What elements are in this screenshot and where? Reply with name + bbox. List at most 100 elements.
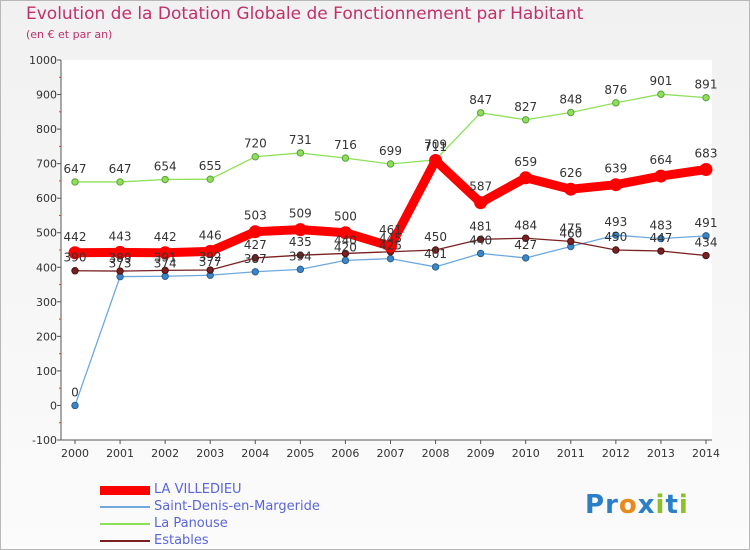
data-label: 442 bbox=[64, 230, 87, 244]
y-tick-label: 0 bbox=[50, 399, 57, 412]
data-point bbox=[341, 256, 350, 265]
data-label: 493 bbox=[604, 215, 627, 229]
data-label: 626 bbox=[559, 166, 582, 180]
data-label: 891 bbox=[695, 78, 718, 92]
x-tick-label: 2005 bbox=[286, 447, 314, 460]
data-label: 901 bbox=[649, 74, 672, 88]
data-point bbox=[251, 153, 259, 161]
y-tick-label: 1000 bbox=[29, 54, 57, 67]
chart-title: Evolution de la Dotation Globale de Fonc… bbox=[26, 4, 584, 24]
data-point bbox=[116, 178, 124, 186]
data-label: 509 bbox=[289, 207, 312, 221]
data-point bbox=[612, 246, 620, 254]
data-point bbox=[296, 251, 305, 259]
data-label: 639 bbox=[604, 162, 627, 176]
legend-label: La Panouse bbox=[154, 516, 228, 531]
logo-letter: i bbox=[678, 490, 689, 520]
legend-swatch bbox=[100, 506, 150, 508]
data-label: 427 bbox=[244, 238, 267, 252]
data-label: 709 bbox=[424, 138, 447, 152]
data-label: 389 bbox=[109, 251, 132, 265]
data-label: 0 bbox=[71, 385, 79, 399]
data-label: 654 bbox=[154, 160, 177, 174]
data-label: 647 bbox=[109, 162, 132, 176]
x-tick-label: 2004 bbox=[241, 447, 269, 460]
data-point bbox=[429, 154, 443, 168]
data-point bbox=[384, 239, 397, 253]
data-point bbox=[699, 163, 713, 177]
data-label: 445 bbox=[379, 232, 402, 246]
data-label: 720 bbox=[244, 137, 267, 151]
data-point bbox=[386, 160, 395, 168]
data-point bbox=[522, 116, 530, 124]
data-label: 450 bbox=[424, 230, 447, 244]
data-label: 374 bbox=[154, 256, 177, 270]
legend-swatch bbox=[100, 485, 150, 495]
data-point bbox=[248, 225, 262, 239]
legend-label: Saint-Denis-en-Margeride bbox=[154, 499, 320, 514]
data-point bbox=[567, 237, 575, 246]
y-tick-label: 800 bbox=[36, 123, 57, 136]
x-tick-label: 2010 bbox=[512, 447, 540, 460]
y-tick-label: 600 bbox=[36, 192, 57, 205]
logo-letter: t bbox=[665, 490, 679, 520]
data-point bbox=[338, 226, 352, 240]
data-label: 435 bbox=[289, 235, 312, 249]
data-point bbox=[71, 178, 79, 186]
data-label: 450 bbox=[604, 230, 627, 244]
data-label: 425 bbox=[379, 239, 402, 253]
y-tick-label: -100 bbox=[32, 434, 57, 447]
data-point bbox=[612, 231, 620, 239]
data-point bbox=[657, 90, 665, 98]
data-label: 503 bbox=[244, 209, 267, 223]
data-point bbox=[702, 93, 710, 102]
data-label: 442 bbox=[154, 230, 177, 244]
data-label: 460 bbox=[559, 227, 582, 241]
data-point bbox=[113, 245, 127, 259]
y-tick-label: 700 bbox=[36, 158, 57, 171]
data-point bbox=[296, 149, 305, 157]
data-label: 848 bbox=[559, 93, 582, 107]
x-tick-label: 2013 bbox=[647, 447, 675, 460]
y-tick-label: 900 bbox=[36, 89, 57, 102]
data-label: 447 bbox=[649, 231, 672, 245]
data-label: 481 bbox=[469, 219, 492, 233]
data-point bbox=[431, 246, 440, 254]
data-label: 716 bbox=[334, 138, 357, 152]
data-point bbox=[71, 267, 79, 275]
data-label: 440 bbox=[469, 233, 492, 247]
logo-letter: o bbox=[618, 490, 638, 520]
data-point bbox=[476, 235, 485, 243]
data-point bbox=[474, 196, 488, 210]
data-point bbox=[657, 247, 665, 255]
data-label: 377 bbox=[199, 255, 222, 269]
data-point bbox=[522, 234, 530, 242]
logo-letter: r bbox=[605, 490, 619, 520]
data-point bbox=[702, 232, 710, 240]
y-tick-label: 400 bbox=[36, 261, 57, 274]
data-label: 434 bbox=[695, 236, 718, 250]
logo-letter: i bbox=[655, 490, 666, 520]
legend-swatch bbox=[100, 540, 150, 542]
data-label: 391 bbox=[154, 250, 177, 264]
data-point bbox=[476, 249, 485, 258]
data-label: 390 bbox=[64, 251, 87, 265]
data-point bbox=[158, 246, 172, 260]
data-point bbox=[161, 266, 169, 275]
data-point bbox=[68, 246, 82, 260]
data-label: 461 bbox=[379, 223, 402, 237]
data-point bbox=[296, 265, 305, 274]
data-point bbox=[161, 175, 169, 184]
data-point bbox=[71, 401, 79, 410]
x-tick-label: 2014 bbox=[692, 447, 720, 460]
data-point bbox=[251, 254, 259, 262]
data-point bbox=[654, 169, 668, 183]
data-point bbox=[519, 171, 533, 185]
data-point bbox=[206, 266, 214, 274]
y-tick-label: 300 bbox=[36, 296, 57, 309]
data-point bbox=[116, 267, 124, 275]
y-tick-label: 200 bbox=[36, 330, 57, 343]
y-tick-label: 500 bbox=[36, 227, 57, 240]
data-label: 659 bbox=[514, 155, 537, 169]
